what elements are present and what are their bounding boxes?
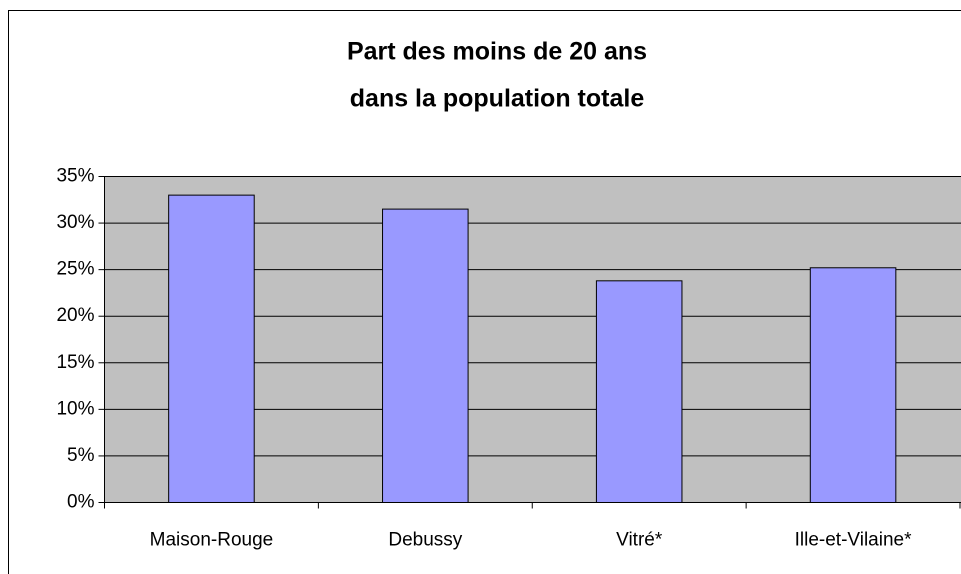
y-tick-label: 30% [56,212,94,233]
x-tick-label: Debussy [388,530,462,551]
bar [382,208,469,503]
x-tick-label: Maison-Rouge [150,530,274,551]
chart-title: dans la population totale [350,85,645,113]
x-tick-label: Ille-et-Vilaine* [795,530,912,551]
y-tick-label: 25% [56,259,94,280]
y-tick-label: 5% [67,445,95,466]
y-tick-label: 35% [56,166,94,187]
x-tick-label: Vitré* [616,530,663,551]
chart-title: Part des moins de 20 ans [347,38,647,66]
y-tick-label: 15% [56,352,94,373]
bar [809,267,897,503]
bar [168,194,255,503]
y-tick-label: 0% [67,492,95,513]
y-tick-label: 20% [56,305,94,326]
bar [595,280,683,503]
y-tick-label: 10% [56,398,94,419]
